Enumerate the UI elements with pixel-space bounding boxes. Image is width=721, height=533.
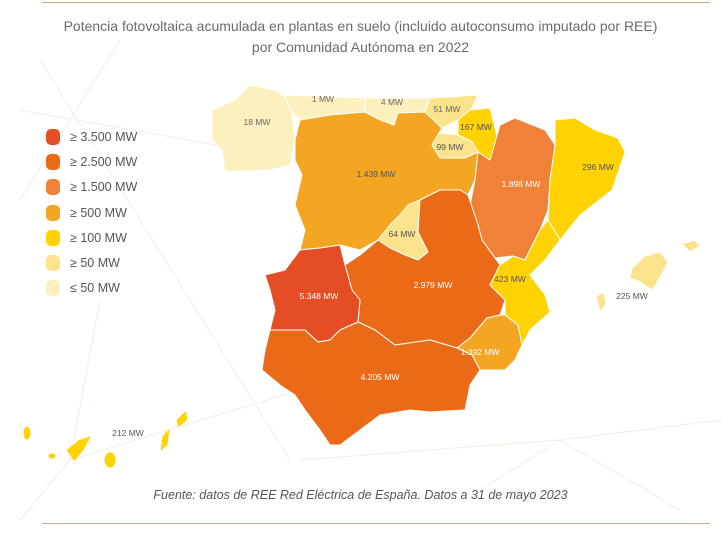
region-canarias[interactable] — [22, 409, 189, 469]
legend-item: ≥ 100 MW — [46, 225, 137, 250]
label-aragon: 1.898 MW — [502, 179, 541, 189]
label-pais-vasco: 51 MW — [434, 104, 461, 114]
label-extremadura: 5.348 MW — [300, 291, 339, 301]
title-line-1: Potencia fotovoltaica acumulada en plant… — [63, 18, 658, 34]
regions — [22, 84, 701, 469]
region-murcia[interactable] — [456, 314, 523, 371]
label-galicia: 18 MW — [244, 117, 271, 127]
region-galicia[interactable] — [211, 84, 296, 173]
region-cataluna[interactable] — [547, 117, 626, 241]
top-divider — [42, 2, 710, 3]
legend-swatch — [46, 204, 60, 221]
map-title: Potencia fotovoltaica acumulada en plant… — [0, 16, 721, 58]
label-castilla-y-leon: 1.439 MW — [357, 169, 396, 179]
region-andalucia[interactable] — [261, 321, 481, 446]
legend-swatch — [46, 179, 60, 196]
label-castilla-la-mancha: 2.979 MW — [414, 280, 453, 290]
legend-swatch — [46, 280, 60, 297]
legend-item: ≥ 50 MW — [46, 250, 137, 275]
label-baleares: 225 MW — [616, 291, 648, 301]
label-andalucia: 4.205 MW — [361, 372, 400, 382]
label-navarra: 167 MW — [460, 122, 492, 132]
label-madrid: 64 MW — [389, 229, 416, 239]
region-labels: 18 MW 1 MW 4 MW 51 MW 167 MW 99 MW 1.439… — [112, 94, 648, 438]
label-murcia: 1.392 MW — [461, 347, 500, 357]
legend-item: ≥ 1.500 MW — [46, 175, 137, 200]
legend-swatch — [46, 128, 60, 145]
label-cantabria: 4 MW — [381, 97, 403, 107]
legend-swatch — [46, 229, 60, 246]
legend-item: ≥ 3.500 MW — [46, 124, 137, 149]
legend-swatch — [46, 255, 60, 272]
title-line-2: por Comunidad Autónoma en 2022 — [251, 39, 470, 55]
label-la-rioja: 99 MW — [437, 142, 464, 152]
bottom-divider — [42, 523, 710, 524]
label-asturias: 1 MW — [312, 94, 334, 104]
label-cataluna: 296 MW — [582, 162, 614, 172]
source-note: Fuente: datos de REE Red Eléctrica de Es… — [153, 488, 568, 502]
legend-item: ≥ 500 MW — [46, 200, 137, 225]
legend-item: ≤ 50 MW — [46, 276, 137, 301]
region-baleares[interactable] — [595, 239, 701, 313]
legend-item: ≥ 2.500 MW — [46, 149, 137, 174]
legend: ≥ 3.500 MW ≥ 2.500 MW ≥ 1.500 MW ≥ 500 M… — [46, 124, 137, 301]
region-comunidad-valenciana[interactable] — [489, 219, 561, 346]
label-valencia: 423 MW — [494, 274, 526, 284]
label-canarias: 212 MW — [112, 428, 144, 438]
legend-swatch — [46, 153, 60, 170]
